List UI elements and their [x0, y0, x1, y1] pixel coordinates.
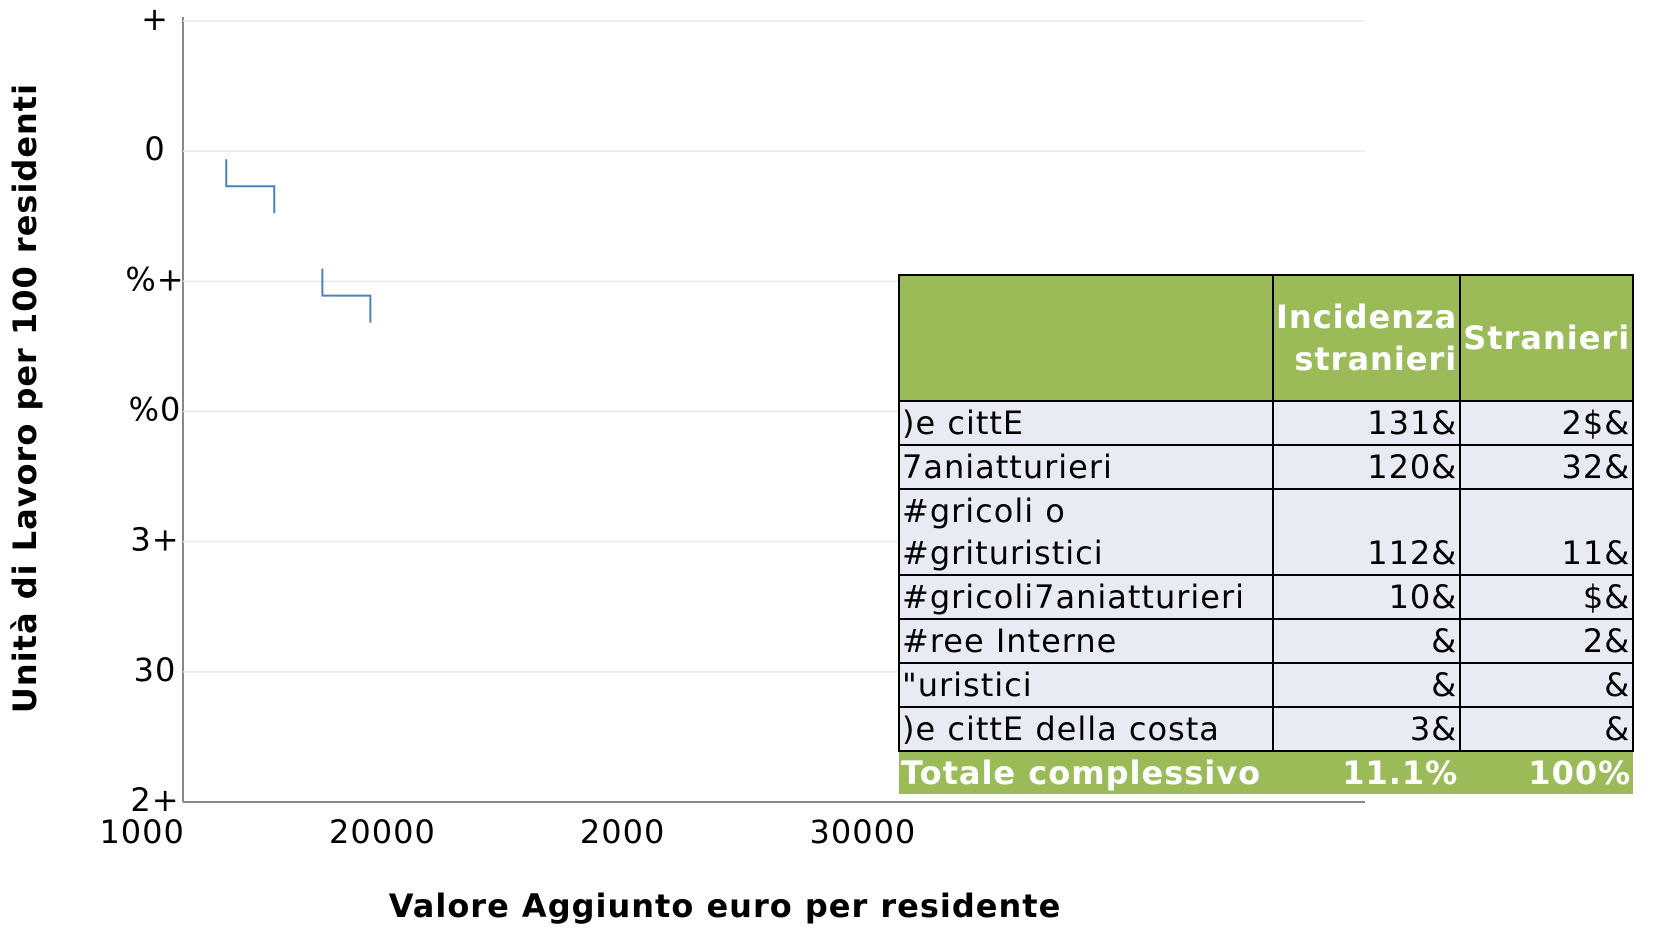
total-cell: 11.1%	[1273, 751, 1461, 794]
table-cell: "uristici	[898, 662, 1274, 708]
x-tick-label: 30000	[809, 813, 916, 851]
y-tick-label: 2+	[130, 781, 179, 819]
x-tick-label: 2000	[580, 813, 665, 851]
x-axis-label: Valore Aggiunto euro per residente	[389, 887, 1062, 925]
total-cell: 100%	[1460, 751, 1634, 794]
header-cell: Stranieri	[1459, 274, 1635, 402]
y-tick-label: %0	[129, 391, 182, 429]
y-tick-label: 30	[134, 651, 177, 689]
table-row: "uristici & &	[898, 662, 1635, 708]
table-cell: 11&	[1459, 488, 1635, 576]
table-cell: $&	[1459, 574, 1635, 620]
table-cell: &	[1459, 662, 1635, 708]
table-row: )e cittE della costa 3& &	[898, 706, 1635, 752]
table-cell: #gricoli o #grituristici	[898, 488, 1274, 576]
table-cell: 2$&	[1459, 400, 1635, 446]
table-row: #gricoli o #grituristici 112& 11&	[898, 488, 1635, 576]
y-tick-label: +	[141, 0, 169, 38]
table-cell: 7aniatturieri	[898, 444, 1274, 490]
table-row: #gricoli7aniatturieri 10& $&	[898, 574, 1635, 620]
table-row: 7aniatturieri 120& 32&	[898, 444, 1635, 490]
point	[225, 159, 276, 214]
table-cell: 112&	[1271, 488, 1462, 576]
table-cell: 10&	[1271, 574, 1462, 620]
header-cell	[898, 274, 1274, 402]
y-tick-label: 0	[144, 130, 165, 168]
table-cell: )e cittE	[898, 400, 1274, 446]
table-cell: &	[1271, 618, 1462, 664]
table-cell: #ree Interne	[898, 618, 1274, 664]
y-axis-label: Unità di Lavoro per 100 residenti	[6, 83, 44, 713]
table-cell: 131&	[1271, 400, 1462, 446]
point	[321, 268, 372, 323]
total-cell: Totale complessivo	[899, 751, 1273, 794]
data-table: Incidenza stranieri Stranieri )e cittE 131…	[898, 274, 1635, 794]
table-cell: &	[1459, 706, 1635, 752]
header-cell: Incidenza stranieri	[1271, 274, 1462, 402]
table-cell: 3&	[1271, 706, 1462, 752]
table-cell: 2&	[1459, 618, 1635, 664]
table-row: #ree Interne & 2&	[898, 618, 1635, 664]
total-row: Totale complessivo 11.1% 100%	[899, 751, 1634, 794]
table-row: )e cittE 131& 2$&	[898, 400, 1635, 446]
table-cell: #gricoli7aniatturieri	[898, 574, 1274, 620]
y-tick-label: %+	[125, 260, 184, 298]
header-row: Incidenza stranieri Stranieri	[898, 274, 1635, 402]
table-cell: )e cittE della costa	[898, 706, 1274, 752]
table-cell: 32&	[1459, 444, 1635, 490]
table-cell: 120&	[1271, 444, 1462, 490]
table-cell: &	[1271, 662, 1462, 708]
x-tick-label: 1000	[99, 813, 184, 851]
y-tick-label: 3+	[130, 521, 179, 559]
x-tick-label: 20000	[329, 813, 436, 851]
